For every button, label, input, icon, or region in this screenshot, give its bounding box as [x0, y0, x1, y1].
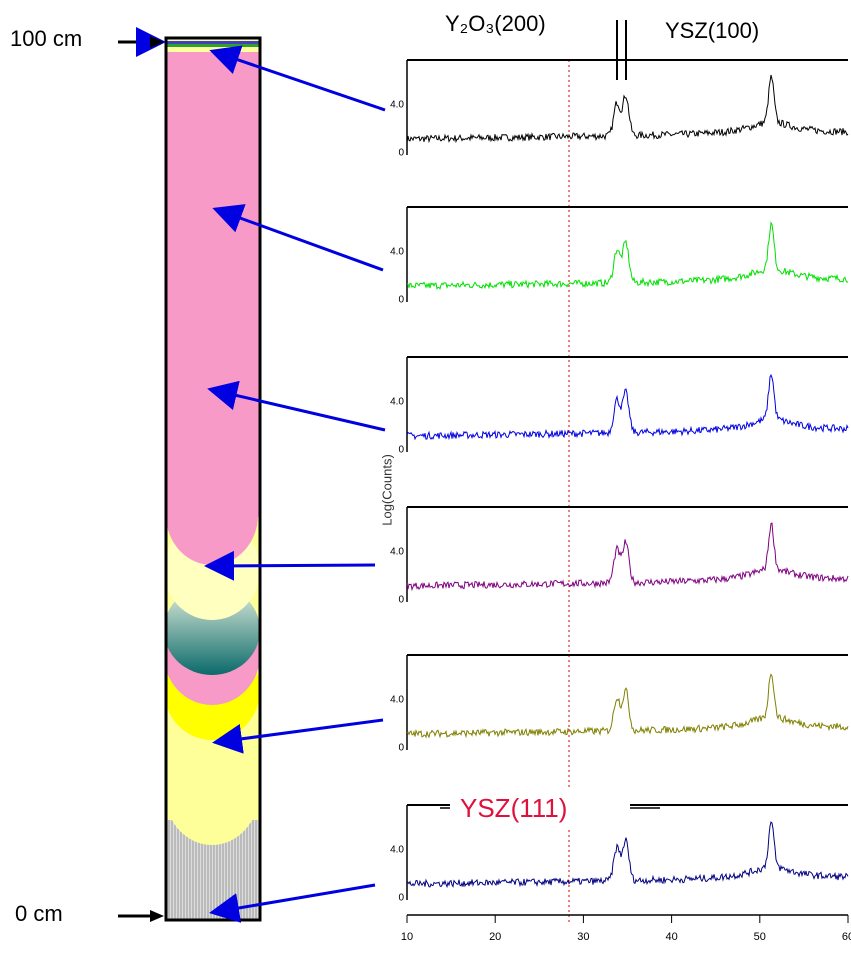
y-tick-label: 4.0 — [390, 695, 404, 706]
y-tick-label: 0 — [398, 295, 404, 306]
xrd-panels: 4.0 0 4.0 0 4.0 0 4.0 0 4.0 0 4.0 0 10 20 30 40 50 60 — [390, 59, 851, 943]
xrd-trace — [406, 673, 849, 739]
y-tick-label: 4.0 — [390, 845, 404, 856]
arrow — [207, 380, 386, 432]
bottom-label: 0 cm — [15, 901, 63, 926]
arrows — [204, 45, 386, 923]
y-axis-title: Log(Counts) — [379, 454, 394, 526]
peak-label: Y₂O₃(200) — [445, 11, 546, 36]
arrow — [212, 204, 384, 272]
x-tick-label: 10 — [401, 931, 413, 943]
y-tick-label: 0 — [398, 445, 404, 456]
xrd-trace — [406, 821, 849, 889]
y-tick-label: 0 — [398, 595, 404, 606]
x-tick-label: 60 — [842, 931, 851, 943]
x-tick-label: 30 — [577, 931, 589, 943]
top-label: 100 cm — [10, 26, 82, 51]
xrd-trace — [406, 373, 849, 441]
arrow — [212, 718, 384, 754]
y-tick-label: 4.0 — [390, 100, 404, 111]
y-tick-label: 4.0 — [390, 247, 404, 258]
xrd-trace — [407, 221, 849, 290]
x-tick-label: 50 — [754, 931, 766, 943]
column-layers — [167, 39, 259, 919]
y-tick-label: 4.0 — [390, 547, 404, 558]
x-tick-label: 20 — [489, 931, 501, 943]
arrow — [209, 45, 386, 112]
y-tick-label: 0 — [398, 893, 404, 904]
xrd-trace — [406, 74, 849, 144]
y-tick-label: 0 — [398, 148, 404, 159]
peak-label: YSZ(111) — [460, 793, 567, 823]
x-tick-label: 40 — [665, 931, 677, 943]
y-tick-label: 4.0 — [390, 397, 404, 408]
peak-label: YSZ(100) — [665, 18, 759, 43]
arrow — [204, 550, 376, 581]
arrow — [209, 883, 376, 923]
xrd-trace — [406, 522, 849, 592]
y-tick-label: 0 — [398, 743, 404, 754]
